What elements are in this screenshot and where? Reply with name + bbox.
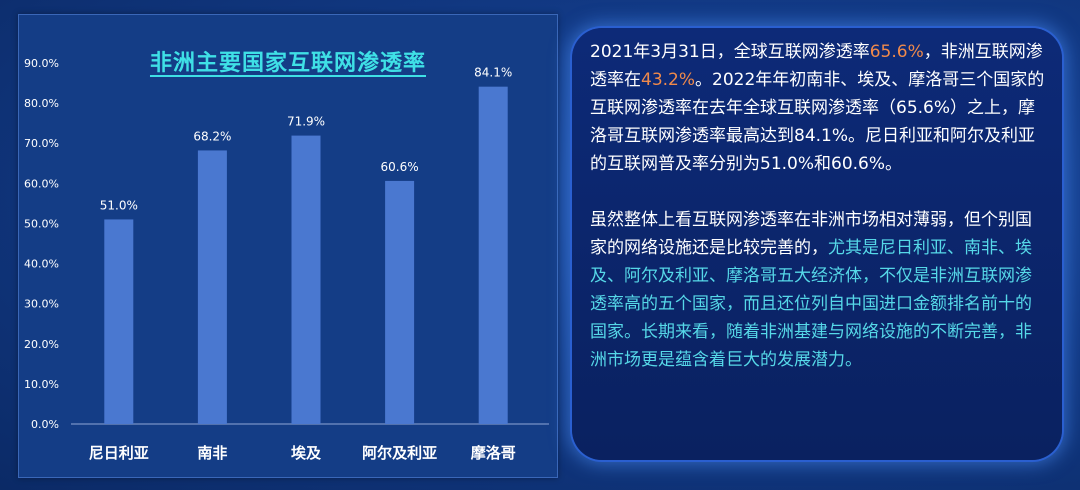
y-tick-label: 20.0% xyxy=(24,338,59,351)
p1-text-2: ，非洲互联网渗透率在 xyxy=(590,42,1043,90)
y-tick-label: 10.0% xyxy=(24,378,59,391)
p1-highlight-africa-rate: 43.2% xyxy=(641,70,696,90)
y-tick-label: 0.0% xyxy=(31,418,59,431)
data-label: 51.0% xyxy=(100,198,138,212)
text-panel: 2021年3月31日，全球互联网渗透率65.6%，非洲互联网渗透率在43.2%。… xyxy=(572,28,1062,460)
y-tick-label: 90.0% xyxy=(24,57,59,70)
x-tick-label: 尼日利亚 xyxy=(89,444,149,462)
data-label: 60.6% xyxy=(381,160,419,174)
y-tick-label: 70.0% xyxy=(24,137,59,150)
y-tick-label: 50.0% xyxy=(24,217,59,230)
paragraph-1: 2021年3月31日，全球互联网渗透率65.6%，非洲互联网渗透率在43.2%。… xyxy=(590,38,1046,178)
bar xyxy=(291,135,321,424)
paragraph-2: 虽然整体上看互联网渗透率在非洲市场相对薄弱，但个别国家的网络设施还是比较完善的，… xyxy=(590,206,1046,374)
x-tick-label: 阿尔及利亚 xyxy=(362,444,437,462)
text-body: 2021年3月31日，全球互联网渗透率65.6%，非洲互联网渗透率在43.2%。… xyxy=(590,38,1046,374)
chart-title: 非洲主要国家互联网渗透率 xyxy=(149,51,426,76)
x-tick-label: 埃及 xyxy=(291,444,322,462)
chart-title-wrap: 非洲主要国家互联网渗透率 xyxy=(19,45,557,77)
p2-highlight: 尤其是尼日利亚、南非、埃及、阿尔及利亚、摩洛哥五大经济体，不仅是非洲互联网渗透率… xyxy=(590,238,1032,370)
p2-text-1: 虽然整体上看互联网渗透率在非洲市场相对薄弱，但个别国家的网络设施还是比较完善的， xyxy=(590,210,1032,258)
bar xyxy=(385,180,415,424)
p1-text-3: 。2022年年初南非、埃及、摩洛哥三个国家的互联网渗透率在去年全球互联网渗透率（… xyxy=(590,70,1045,174)
chart-panel: 非洲主要国家互联网渗透率 0.0% 10.0% 20.0% 30.0% 40.0% 50.… xyxy=(18,14,558,478)
bar xyxy=(478,86,508,424)
y-tick-label: 40.0% xyxy=(24,258,59,271)
p1-text-1: 2021年3月31日，全球互联网渗透率 xyxy=(590,42,870,62)
y-tick-label: 30.0% xyxy=(24,298,59,311)
y-tick-label: 60.0% xyxy=(24,177,59,190)
p1-highlight-global-rate: 65.6% xyxy=(869,42,924,62)
x-tick-label: 南非 xyxy=(197,444,227,462)
bar xyxy=(104,219,134,424)
y-tick-label: 80.0% xyxy=(24,97,59,110)
bar xyxy=(197,150,227,425)
x-tick-label: 摩洛哥 xyxy=(471,444,516,462)
bar-chart: 0.0% 10.0% 20.0% 30.0% 40.0% 50.0% 60.0% 70.0% 8… xyxy=(24,57,549,462)
data-label: 84.1% xyxy=(474,66,512,80)
data-label: 68.2% xyxy=(193,129,231,143)
data-label: 71.9% xyxy=(287,115,325,129)
